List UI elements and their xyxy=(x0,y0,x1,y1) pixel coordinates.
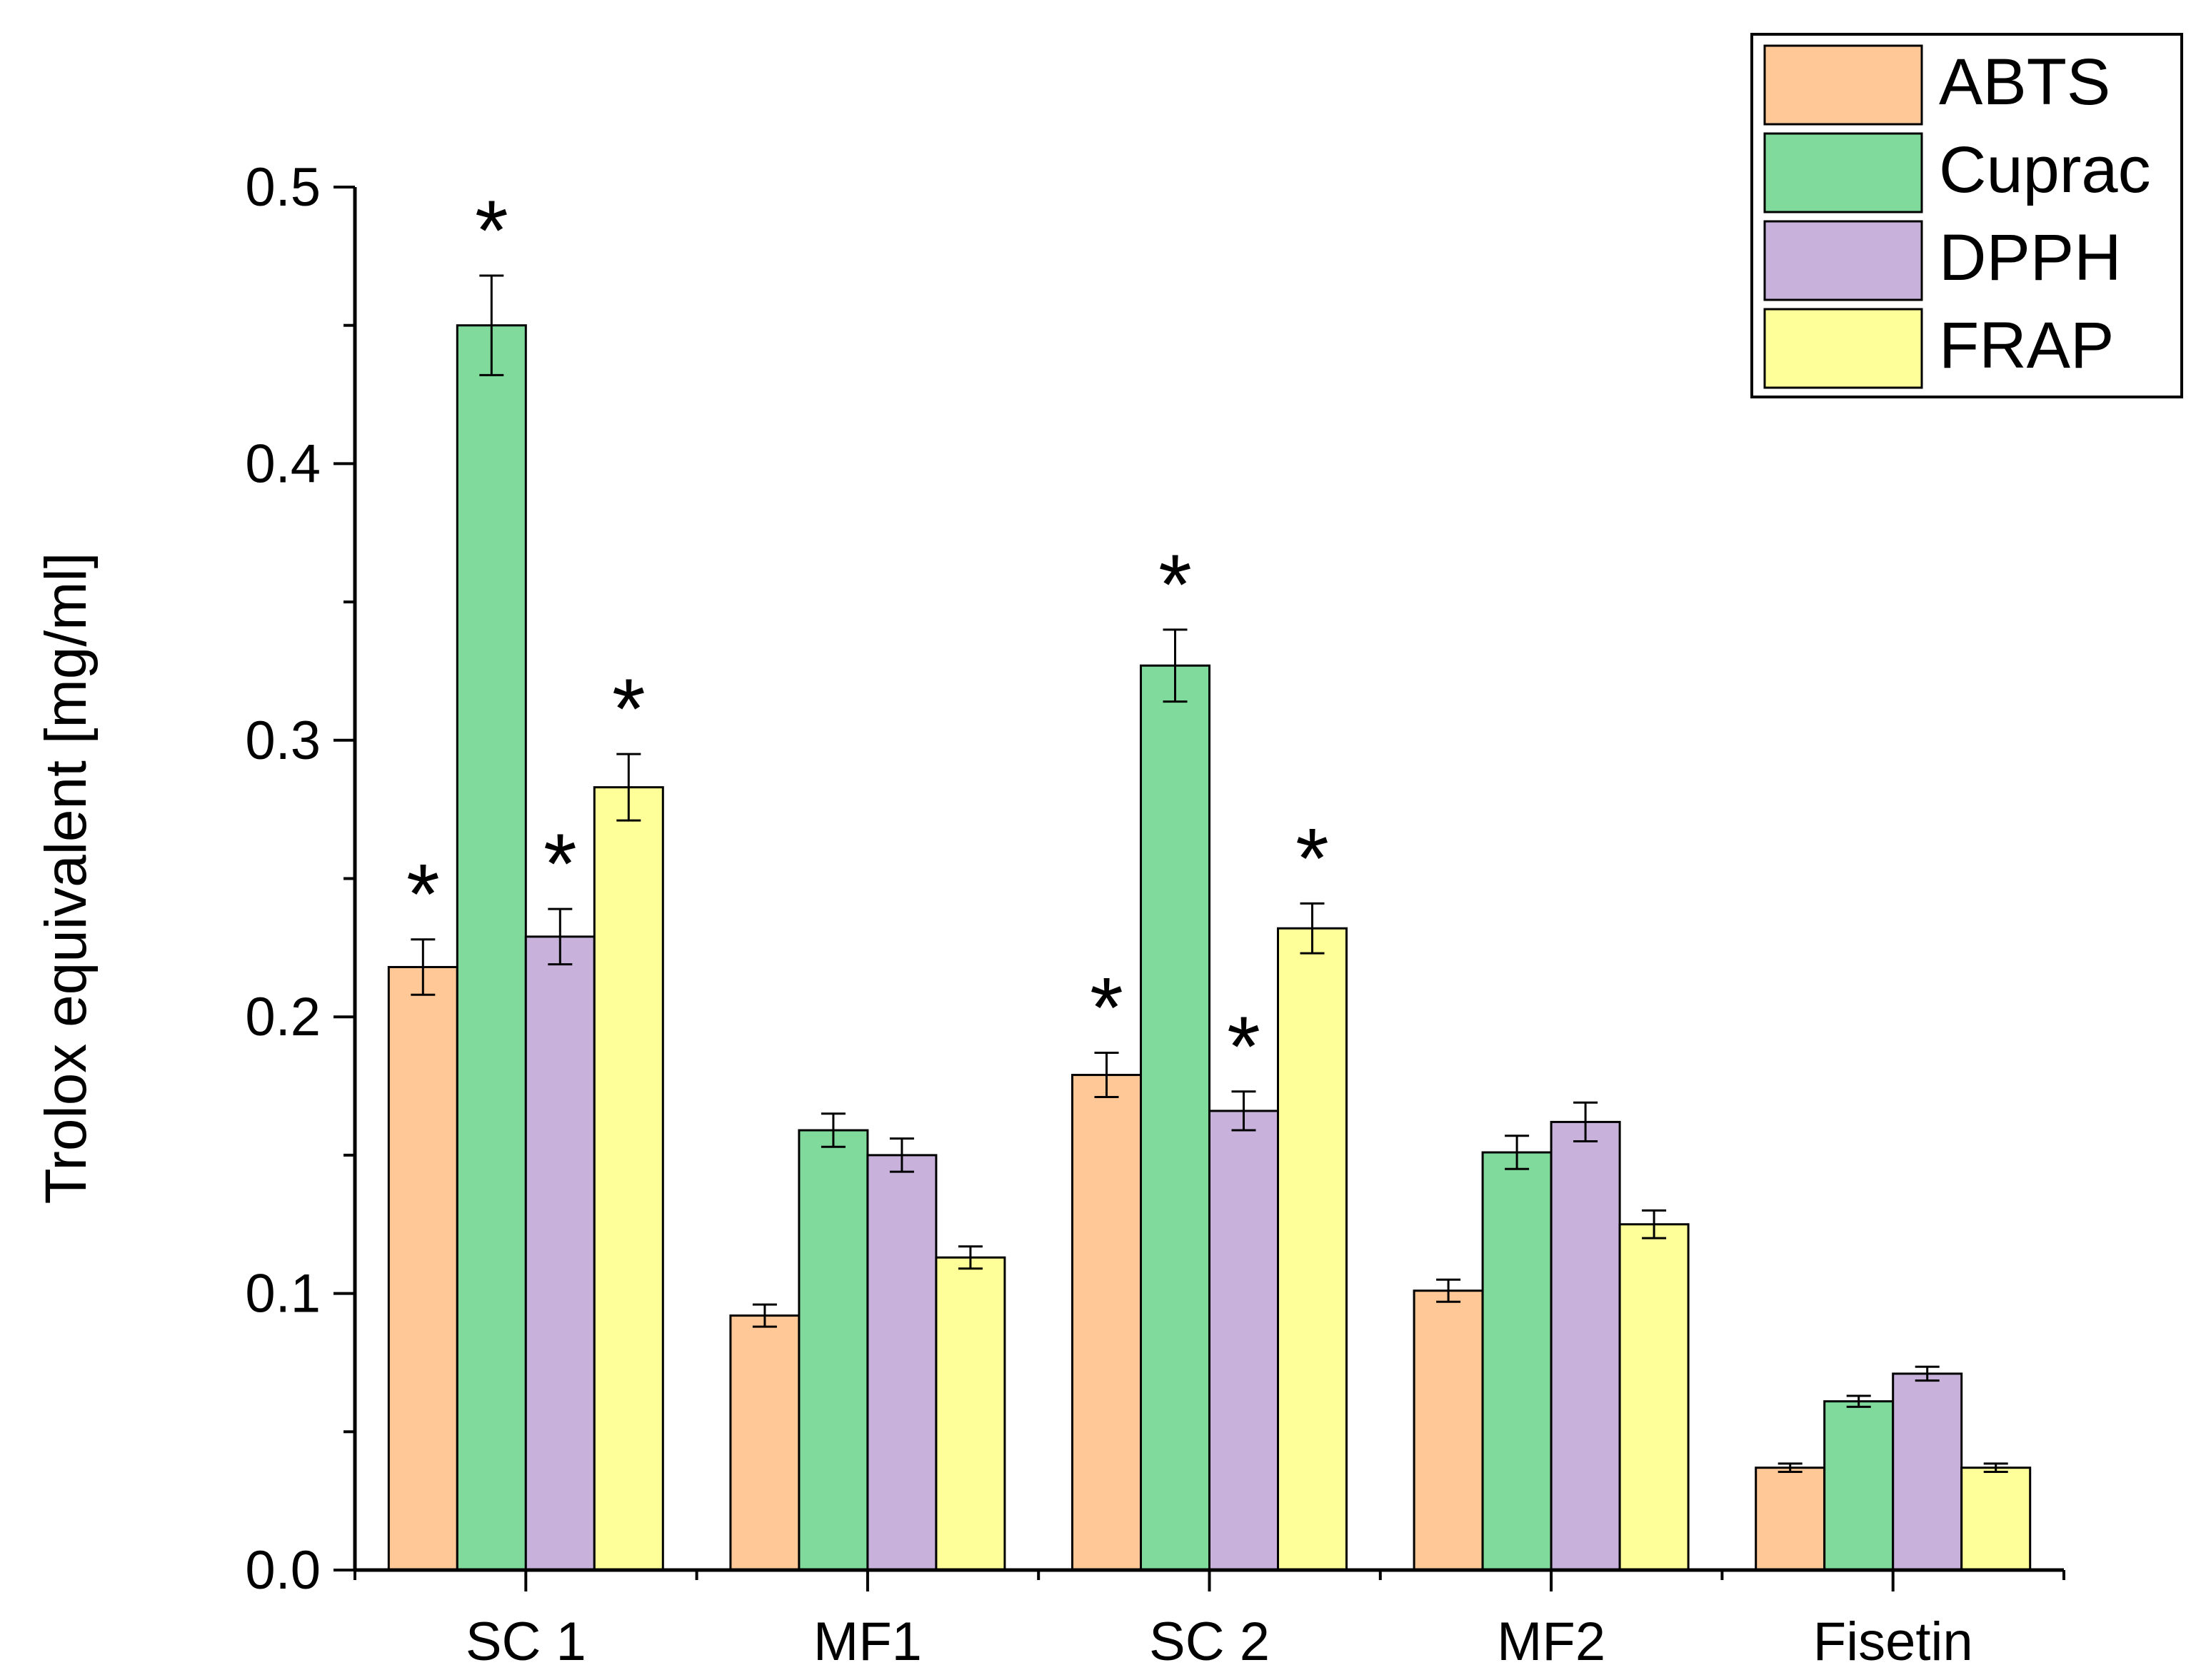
error-bar-abts-mf2 xyxy=(1436,1278,1461,1303)
error-bar-abts-sc2 xyxy=(1094,1052,1119,1099)
error-bar-cuprac-sc2 xyxy=(1163,628,1188,703)
legend-swatch xyxy=(1763,220,1923,301)
significance-star: * xyxy=(612,661,646,757)
error-bar-frap-mf1 xyxy=(958,1245,983,1270)
bars-layer xyxy=(387,324,2032,1571)
y-tick-label: 0.1 xyxy=(245,1264,321,1324)
error-bar-cuprac-fisetin xyxy=(1846,1394,1871,1408)
significance-markers-layer: * * * * * * * * xyxy=(406,183,1329,1095)
bar-dpph-sc2 xyxy=(1208,1110,1279,1571)
error-bar-dpph-mf2 xyxy=(1573,1101,1598,1143)
axes-layer: SC 1 MF1 SC 2 MF2 Fisetin 0.0 0.1 0.2 0.3 0.4 0.5 xyxy=(245,157,2065,1672)
bar-frap-mf1 xyxy=(935,1256,1006,1571)
error-bar-dpph-fisetin xyxy=(1915,1365,1940,1382)
x-tick-label: SC 2 xyxy=(1149,1611,1270,1672)
error-bar-cuprac-mf1 xyxy=(821,1112,846,1148)
legend-label: Cuprac xyxy=(1939,134,2151,206)
error-bar-dpph-mf1 xyxy=(889,1137,914,1173)
x-tick-label: MF1 xyxy=(813,1611,922,1672)
significance-star: * xyxy=(1227,999,1260,1095)
error-bar-abts-fisetin xyxy=(1778,1462,1803,1473)
significance-star: * xyxy=(1090,960,1123,1056)
legend-swatch xyxy=(1763,308,1923,389)
bar-abts-sc2 xyxy=(1071,1074,1142,1571)
legend-swatch xyxy=(1763,132,1923,213)
significance-star: * xyxy=(406,847,440,942)
bar-cuprac-sc1 xyxy=(456,324,527,1571)
significance-star: * xyxy=(543,816,577,912)
legend-item-abts: ABTS xyxy=(1763,44,2110,126)
y-tick-label: 0.5 xyxy=(245,157,321,218)
significance-star: * xyxy=(1295,810,1329,906)
error-bar-frap-sc1 xyxy=(616,753,641,822)
bar-frap-mf2 xyxy=(1618,1223,1690,1571)
x-tick-label: SC 1 xyxy=(466,1611,586,1672)
bar-cuprac-mf2 xyxy=(1481,1151,1553,1571)
significance-star: * xyxy=(475,183,508,278)
significance-star: * xyxy=(1158,537,1192,633)
bar-abts-mf1 xyxy=(729,1314,801,1571)
legend-label: ABTS xyxy=(1939,46,2110,119)
error-bar-dpph-sc2 xyxy=(1231,1090,1256,1132)
bar-cuprac-mf1 xyxy=(798,1129,869,1571)
bar-dpph-fisetin xyxy=(1892,1372,1963,1571)
bar-frap-sc2 xyxy=(1277,927,1348,1571)
bar-dpph-mf2 xyxy=(1550,1120,1621,1571)
bar-abts-sc1 xyxy=(387,965,458,1571)
y-tick-label: 0.0 xyxy=(245,1540,321,1601)
error-bar-cuprac-sc1 xyxy=(479,274,504,376)
legend-item-cuprac: Cuprac xyxy=(1763,132,2151,213)
legend-label: FRAP xyxy=(1939,309,2114,382)
x-tick-label: Fisetin xyxy=(1813,1611,1973,1672)
error-bar-abts-sc1 xyxy=(411,938,436,996)
error-bar-frap-mf2 xyxy=(1642,1209,1667,1239)
error-bar-frap-fisetin xyxy=(1983,1462,2008,1473)
legend-label: DPPH xyxy=(1939,221,2122,294)
y-tick-label: 0.3 xyxy=(245,710,321,771)
bar-frap-fisetin xyxy=(1960,1467,2032,1571)
legend: ABTS Cuprac DPPH FRAP xyxy=(1750,33,2183,398)
error-bars-layer xyxy=(411,274,2008,1473)
bar-dpph-mf1 xyxy=(866,1154,938,1571)
x-tick-label: MF2 xyxy=(1497,1611,1605,1672)
bar-abts-mf2 xyxy=(1413,1289,1484,1571)
bar-frap-sc1 xyxy=(593,786,664,1571)
y-tick-label: 0.4 xyxy=(245,433,321,494)
bar-cuprac-sc2 xyxy=(1140,664,1210,1571)
bar-abts-fisetin xyxy=(1755,1467,1826,1571)
bar-dpph-sc1 xyxy=(524,935,596,1571)
error-bar-frap-sc2 xyxy=(1300,902,1325,955)
y-tick-label: 0.2 xyxy=(245,987,321,1047)
y-axis-label: Trolox equivalent [mg/ml] xyxy=(34,553,99,1204)
error-bar-dpph-sc1 xyxy=(548,907,573,966)
legend-swatch xyxy=(1763,44,1923,126)
legend-item-dpph: DPPH xyxy=(1763,220,2122,301)
error-bar-abts-mf1 xyxy=(752,1303,777,1328)
bar-cuprac-fisetin xyxy=(1823,1400,1895,1571)
error-bar-cuprac-mf2 xyxy=(1505,1135,1530,1170)
legend-item-frap: FRAP xyxy=(1763,308,2114,389)
